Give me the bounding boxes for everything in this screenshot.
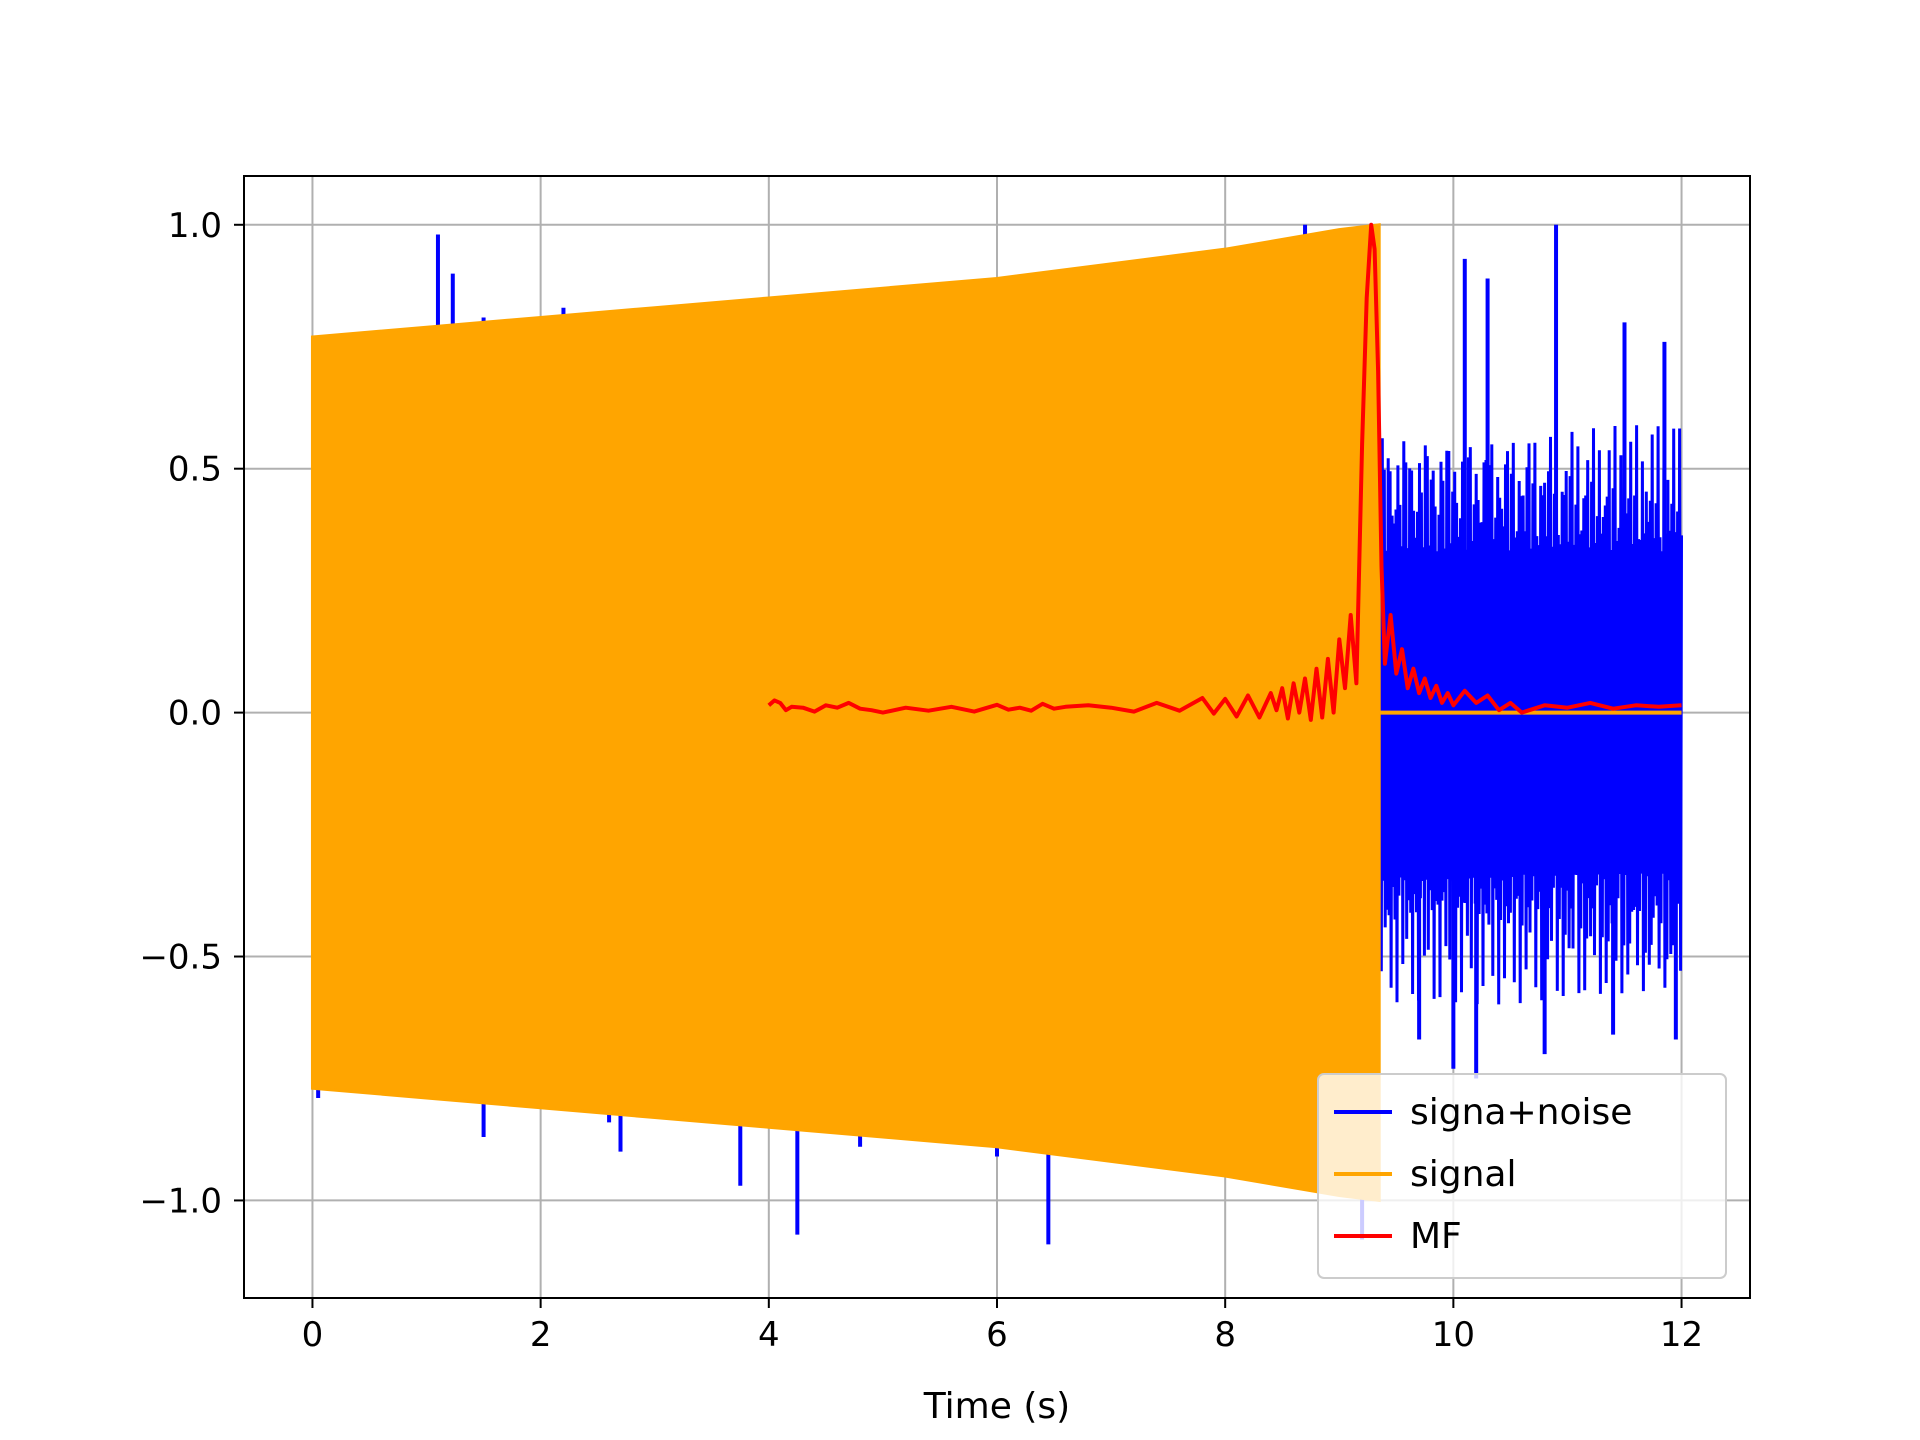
- x-tick-label: 2: [530, 1315, 552, 1355]
- legend: signa+noise signal MF: [1317, 1073, 1727, 1279]
- legend-label: MF: [1410, 1216, 1462, 1257]
- y-tick-label: 0.5: [168, 450, 222, 490]
- y-tick-label: 0.0: [168, 694, 222, 734]
- legend-label: signal: [1410, 1154, 1517, 1195]
- signal-envelope: [310, 223, 1381, 1203]
- ticks: 0 2 4 6 8 10 12 −1.0 −0.5 0.0 0.5 1.0: [139, 206, 1703, 1355]
- mf-line: [767, 222, 1682, 722]
- legend-label: signa+noise: [1410, 1092, 1632, 1133]
- y-tick-label: −1.0: [139, 1181, 222, 1221]
- y-tick-label: 1.0: [168, 206, 222, 246]
- legend-box: [1317, 1073, 1727, 1279]
- x-axis-title: Time (s): [923, 1386, 1070, 1427]
- x-tick-label: 0: [302, 1315, 324, 1355]
- x-tick-label: 6: [986, 1315, 1008, 1355]
- x-tick-label: 8: [1214, 1315, 1236, 1355]
- series-mf: [767, 222, 1682, 722]
- x-tick-label: 10: [1432, 1315, 1475, 1355]
- x-tick-label: 4: [758, 1315, 780, 1355]
- plot-area: 0 2 4 6 8 10 12 −1.0 −0.5 0.0 0.5 1.0: [139, 175, 1751, 1355]
- y-tick-label: −0.5: [139, 938, 222, 978]
- x-tick-label: 12: [1660, 1315, 1703, 1355]
